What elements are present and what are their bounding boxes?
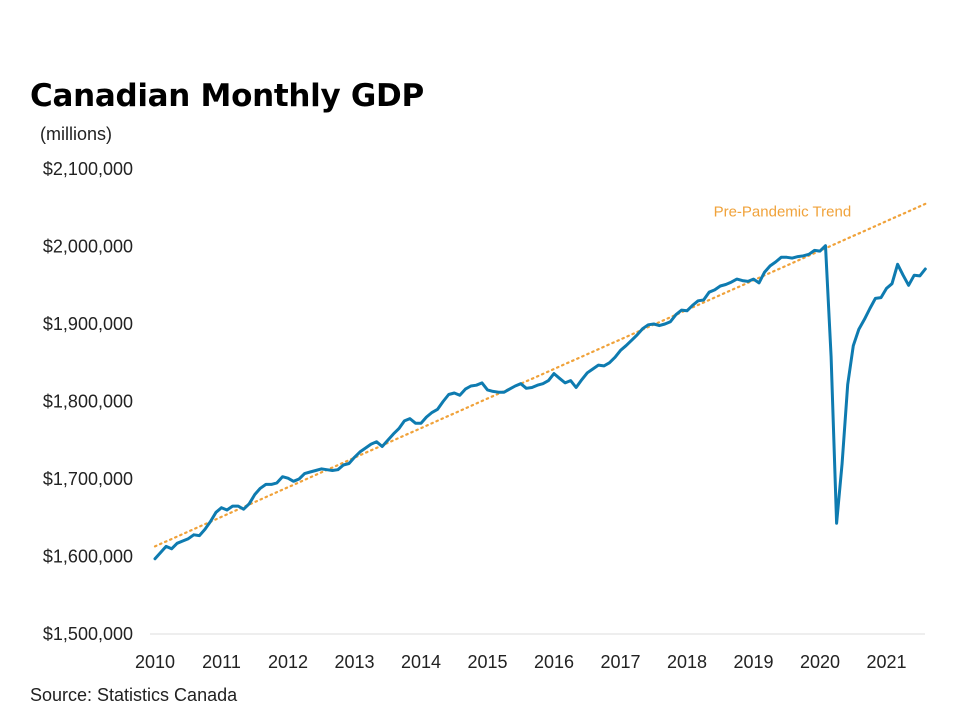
x-tick-label: 2018 — [667, 652, 707, 672]
x-axis-ticks: 2010 2011 2012 2013 2014 2015 2016 2017 2018 2019… — [135, 652, 907, 672]
x-tick-label: 2015 — [467, 652, 507, 672]
gdp-series-line — [153, 244, 927, 561]
y-tick-label: $2,000,000 — [43, 237, 133, 257]
y-tick-label: $1,500,000 — [43, 624, 133, 644]
x-tick-label: 2011 — [202, 652, 241, 672]
x-tick-label: 2012 — [268, 652, 308, 672]
x-tick-label: 2019 — [733, 652, 773, 672]
x-tick-label: 2020 — [800, 652, 840, 672]
y-axis-ticks: $1,500,000 $1,600,000 $1,700,000 $1,800,000… — [43, 159, 133, 644]
chart-subtitle: (millions) — [40, 124, 112, 144]
x-tick-label: 2021 — [866, 652, 906, 672]
x-tick-label: 2016 — [534, 652, 574, 672]
annotation-layer: Pre-Pandemic Trend — [714, 203, 852, 220]
series-layer — [153, 202, 927, 561]
x-tick-label: 2014 — [401, 652, 441, 672]
x-tick-label: 2017 — [600, 652, 640, 672]
chart-title: Canadian Monthly GDP — [30, 78, 424, 114]
x-tick-label: 2013 — [334, 652, 374, 672]
y-tick-label: $1,800,000 — [43, 392, 133, 412]
y-tick-label: $2,100,000 — [43, 159, 133, 179]
y-tick-label: $1,900,000 — [43, 314, 133, 334]
source-note: Source: Statistics Canada — [30, 685, 238, 705]
x-tick-label: 2010 — [135, 652, 175, 672]
y-tick-label: $1,600,000 — [43, 547, 133, 567]
trend-annotation-label: Pre-Pandemic Trend — [714, 203, 852, 220]
y-tick-label: $1,700,000 — [43, 469, 133, 489]
